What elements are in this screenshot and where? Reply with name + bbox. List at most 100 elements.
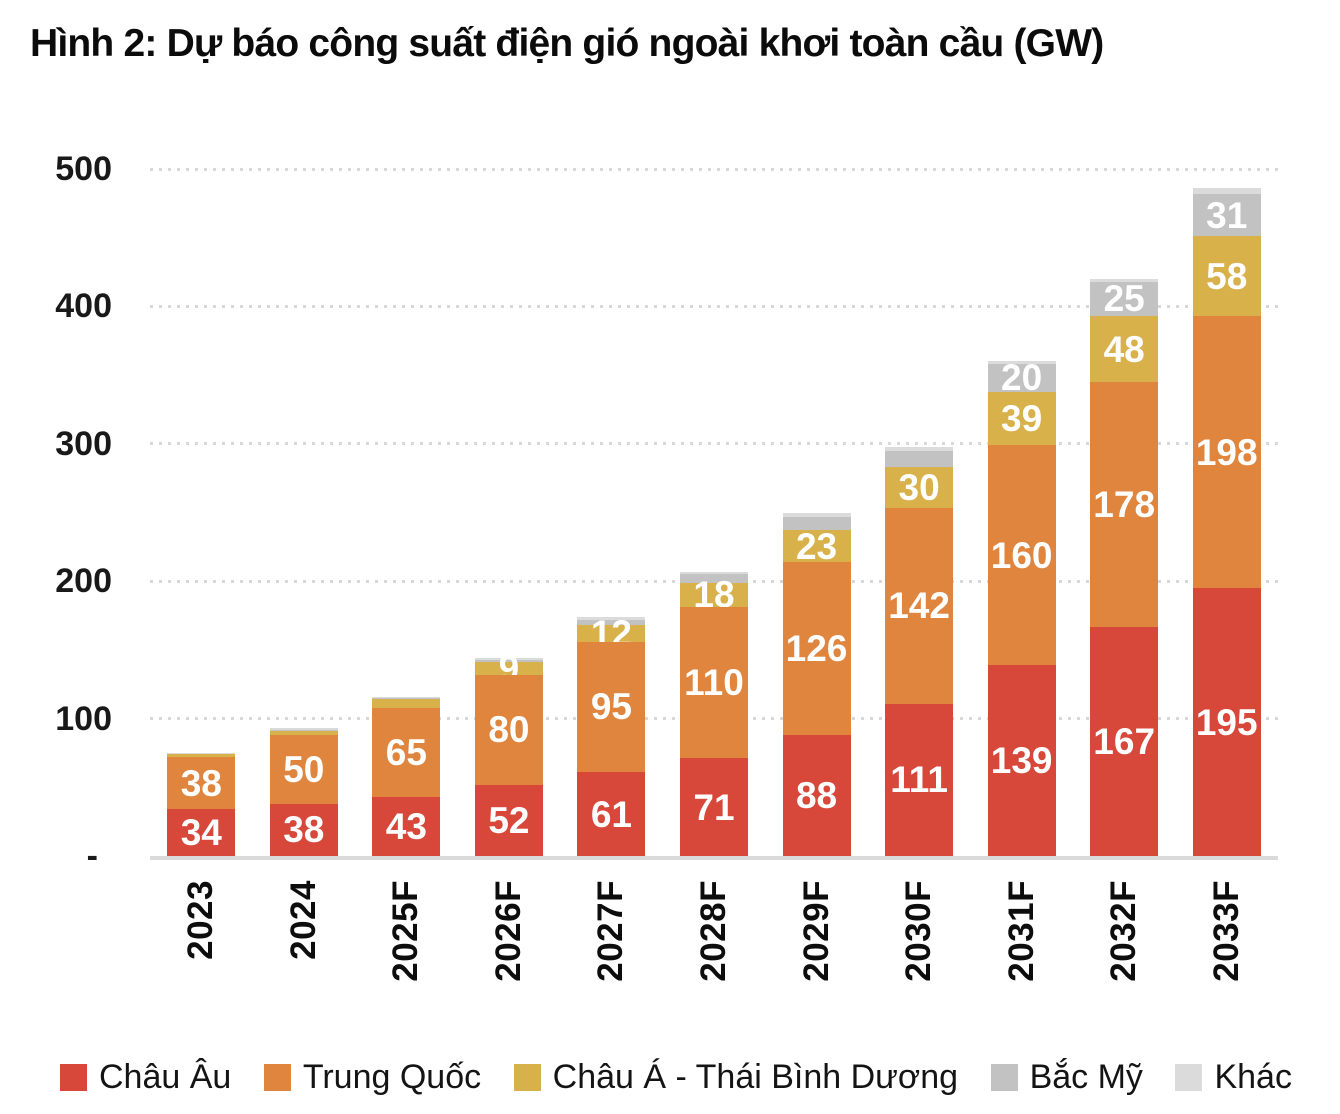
bar-segment bbox=[577, 619, 646, 626]
x-tick-text: 2025F bbox=[386, 880, 426, 982]
chart-title: Hình 2: Dự báo công suất điện gió ngoài … bbox=[30, 22, 1104, 65]
bar-segment: 126 bbox=[782, 561, 851, 736]
bar-segment: 198 bbox=[1192, 316, 1261, 589]
bar-segment bbox=[782, 516, 851, 531]
bar-column-2027F: 61 95 12 bbox=[560, 169, 663, 856]
y-tick-label-0: - bbox=[86, 837, 98, 875]
bar-segment: 18 bbox=[679, 576, 748, 613]
bar-value-label: 88 bbox=[795, 775, 838, 817]
legend-swatch bbox=[990, 1063, 1018, 1091]
x-tick-label-2024: 2024 bbox=[253, 880, 356, 1050]
bar-column-2032F: 167 178 48 25 bbox=[1073, 169, 1176, 856]
legend: Châu Âu Trung Quốc Châu Á - Thái Bình Dươn… bbox=[60, 1054, 1292, 1100]
bar-segment: 25 bbox=[1090, 280, 1159, 317]
bar-value-label: 34 bbox=[180, 812, 222, 854]
bar-segment: 12 bbox=[577, 615, 646, 652]
legend-item: Châu Âu bbox=[60, 1058, 231, 1097]
x-tick-text: 2026F bbox=[488, 880, 528, 982]
bar-segment bbox=[1192, 188, 1261, 194]
bar-value-label: 71 bbox=[693, 786, 735, 828]
gridline-300 bbox=[150, 442, 1278, 446]
bar-value-label: 43 bbox=[385, 805, 427, 847]
x-tick-text: 2027F bbox=[591, 880, 631, 982]
bar-segment: 80 bbox=[474, 674, 543, 785]
x-tick-label-2033F: 2033F bbox=[1175, 880, 1278, 1050]
bar-value-label: 126 bbox=[785, 628, 848, 670]
bar-value-label: 39 bbox=[1001, 397, 1043, 439]
bar-segment: 167 bbox=[1090, 626, 1159, 856]
bar-segment: 111 bbox=[885, 703, 954, 856]
legend-item: Châu Á - Thái Bình Dương bbox=[513, 1057, 959, 1097]
bar-segment bbox=[474, 659, 543, 663]
bar-segment bbox=[372, 696, 441, 699]
bar-segment bbox=[372, 698, 441, 700]
bar-segment: 20 bbox=[987, 359, 1056, 396]
bar-value-label: 48 bbox=[1103, 328, 1145, 370]
legend-label: Bắc Mỹ bbox=[1029, 1057, 1143, 1096]
legend-item: Khác bbox=[1175, 1058, 1292, 1097]
x-tick-text: 2030F bbox=[899, 880, 939, 982]
y-tick-label-200: 200 bbox=[55, 562, 112, 601]
bar-column-2024: 38 50 bbox=[253, 169, 356, 856]
x-tick-label-2028F: 2028F bbox=[663, 880, 766, 1050]
legend-label: Châu Âu bbox=[99, 1057, 232, 1096]
bar-segment bbox=[987, 361, 1056, 365]
bar-value-label: 110 bbox=[684, 662, 744, 704]
bar-column-2025F: 43 65 bbox=[355, 169, 458, 856]
legend-label: Trung Quốc bbox=[302, 1057, 482, 1096]
bar-segment: 9 bbox=[474, 650, 543, 687]
bar-value-label: 198 bbox=[1195, 431, 1258, 473]
x-tick-label-2023: 2023 bbox=[150, 880, 253, 1050]
x-tick-label-2030F: 2030F bbox=[868, 880, 971, 1050]
bar-segment: 65 bbox=[372, 707, 441, 797]
bar-segment: 43 bbox=[372, 796, 441, 856]
bar-segment bbox=[885, 450, 954, 468]
x-tick-label-2031F: 2031F bbox=[970, 880, 1073, 1050]
legend-item: Trung Quốc bbox=[263, 1057, 482, 1097]
bar-segment: 95 bbox=[577, 641, 646, 773]
bar-segment: 160 bbox=[987, 445, 1056, 666]
bar-segment bbox=[269, 728, 338, 730]
bar-segment: 34 bbox=[167, 809, 236, 856]
bar-value-label: 80 bbox=[488, 709, 530, 751]
bar-segment: 38 bbox=[269, 803, 338, 856]
bar-segment: 50 bbox=[269, 735, 338, 804]
legend-swatch bbox=[513, 1063, 541, 1091]
bar-column-2031F: 139 160 39 20 bbox=[970, 169, 1073, 856]
x-tick-text: 2031F bbox=[1001, 880, 1041, 982]
bar-value-label: 30 bbox=[898, 467, 940, 509]
bar-value-label: 31 bbox=[1206, 194, 1248, 236]
y-tick-label-300: 300 bbox=[55, 424, 112, 463]
bar-value-label: 38 bbox=[283, 809, 325, 851]
bar-value-label: 142 bbox=[888, 585, 950, 627]
x-tick-text: 2033F bbox=[1206, 880, 1246, 982]
y-tick-label-400: 400 bbox=[55, 287, 112, 326]
x-tick-label-2025F: 2025F bbox=[355, 880, 458, 1050]
bar-segment bbox=[577, 616, 646, 620]
bar-value-label: 167 bbox=[1093, 720, 1156, 762]
bar-value-label: 52 bbox=[488, 799, 530, 841]
y-tick-label-500: 500 bbox=[55, 150, 112, 188]
bar-segment bbox=[782, 512, 851, 517]
x-tick-label-2032F: 2032F bbox=[1073, 880, 1176, 1050]
bar-value-label: 61 bbox=[590, 793, 633, 835]
bar-value-label: 195 bbox=[1195, 701, 1258, 743]
bar-segment bbox=[269, 729, 338, 731]
bar-segment bbox=[372, 699, 441, 708]
gridline-400 bbox=[150, 304, 1278, 308]
bar-segment bbox=[1090, 278, 1159, 282]
x-tick-text: 2032F bbox=[1104, 880, 1144, 982]
bar-segment: 195 bbox=[1192, 588, 1261, 856]
bar-value-label: 50 bbox=[283, 748, 325, 790]
bar-segment: 88 bbox=[782, 735, 851, 856]
x-tick-text: 2028F bbox=[693, 880, 733, 982]
bar-value-label: 111 bbox=[890, 759, 948, 801]
bar-segment: 30 bbox=[885, 467, 954, 509]
x-tick-label-2026F: 2026F bbox=[458, 880, 561, 1050]
bar-value-label: 65 bbox=[385, 731, 427, 773]
legend-label: Châu Á - Thái Bình Dương bbox=[552, 1057, 959, 1096]
bar-segment: 31 bbox=[1192, 193, 1261, 237]
y-tick-label-100: 100 bbox=[55, 699, 112, 738]
bar-column-2026F: 52 80 9 bbox=[458, 169, 561, 856]
